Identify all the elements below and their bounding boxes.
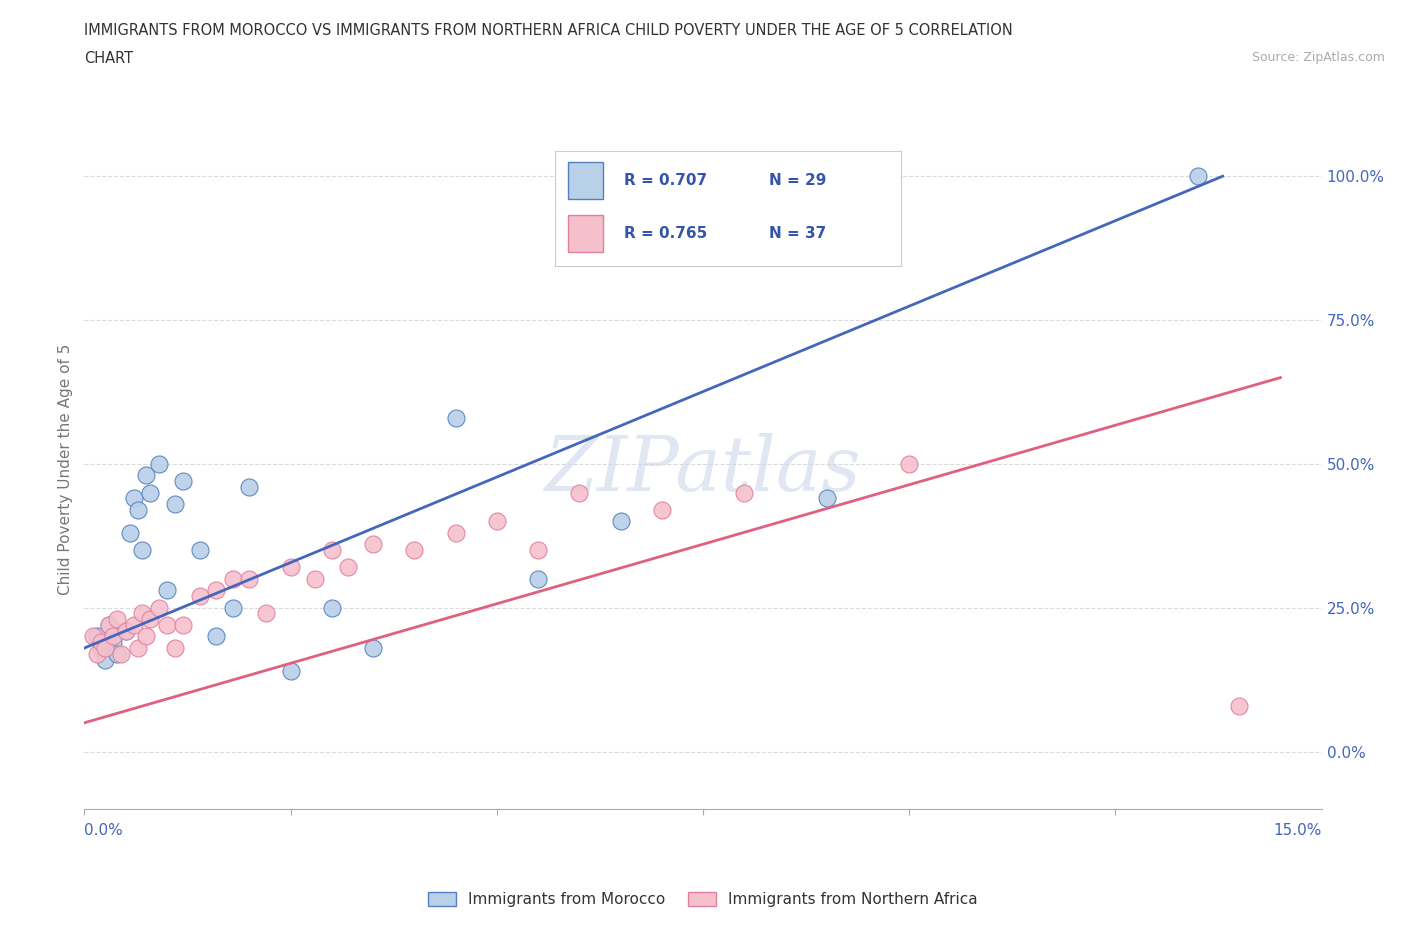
Point: [444, 410, 467, 425]
Y-axis label: Child Poverty Under the Age of 5: Child Poverty Under the Age of 5: [58, 344, 73, 595]
Point: [110, 646, 132, 661]
Point: [527, 543, 550, 558]
Point: [94, 652, 117, 667]
Text: Source: ZipAtlas.com: Source: ZipAtlas.com: [1251, 51, 1385, 64]
Point: [127, 502, 149, 517]
Point: [122, 491, 145, 506]
Point: [122, 618, 145, 632]
Point: [148, 457, 170, 472]
Text: 0.0%: 0.0%: [84, 823, 124, 838]
Point: [254, 606, 277, 621]
Point: [86, 629, 108, 644]
Point: [114, 623, 136, 638]
Point: [118, 525, 141, 540]
Point: [444, 525, 467, 540]
Point: [135, 468, 157, 483]
Point: [280, 560, 302, 575]
Point: [337, 560, 360, 575]
Point: [156, 583, 179, 598]
Point: [733, 485, 755, 500]
Point: [205, 629, 228, 644]
Point: [139, 485, 162, 500]
Point: [90, 641, 112, 656]
Point: [86, 646, 108, 661]
Point: [188, 589, 211, 604]
Point: [568, 485, 591, 500]
Point: [404, 543, 426, 558]
Point: [82, 629, 104, 644]
Point: [103, 629, 125, 644]
Point: [321, 600, 343, 615]
Point: [361, 537, 384, 551]
Text: CHART: CHART: [84, 51, 134, 66]
Point: [222, 600, 245, 615]
Point: [304, 572, 326, 587]
Point: [222, 572, 245, 587]
Point: [1227, 698, 1250, 713]
Text: ZIPatlas: ZIPatlas: [544, 432, 862, 507]
Point: [114, 623, 136, 638]
Point: [139, 612, 162, 627]
Point: [238, 572, 260, 587]
Point: [361, 641, 384, 656]
Point: [105, 612, 128, 627]
Point: [815, 491, 838, 506]
Point: [898, 457, 921, 472]
Point: [98, 618, 121, 632]
Point: [280, 664, 302, 679]
Point: [98, 618, 121, 632]
Point: [485, 514, 508, 529]
Point: [156, 618, 179, 632]
Point: [238, 480, 260, 495]
Point: [321, 543, 343, 558]
Point: [527, 572, 550, 587]
Point: [165, 497, 187, 512]
Point: [205, 583, 228, 598]
Point: [609, 514, 631, 529]
Point: [651, 502, 673, 517]
Point: [90, 635, 112, 650]
Point: [131, 606, 153, 621]
Point: [188, 543, 211, 558]
Point: [172, 473, 194, 488]
Legend: Immigrants from Morocco, Immigrants from Northern Africa: Immigrants from Morocco, Immigrants from…: [422, 885, 984, 913]
Point: [135, 629, 157, 644]
Text: 15.0%: 15.0%: [1274, 823, 1322, 838]
Point: [148, 600, 170, 615]
Point: [94, 641, 117, 656]
Point: [1187, 168, 1209, 183]
Text: IMMIGRANTS FROM MOROCCO VS IMMIGRANTS FROM NORTHERN AFRICA CHILD POVERTY UNDER T: IMMIGRANTS FROM MOROCCO VS IMMIGRANTS FR…: [84, 23, 1014, 38]
Point: [127, 641, 149, 656]
Point: [172, 618, 194, 632]
Point: [165, 641, 187, 656]
Point: [131, 543, 153, 558]
Point: [105, 646, 128, 661]
Point: [103, 635, 125, 650]
